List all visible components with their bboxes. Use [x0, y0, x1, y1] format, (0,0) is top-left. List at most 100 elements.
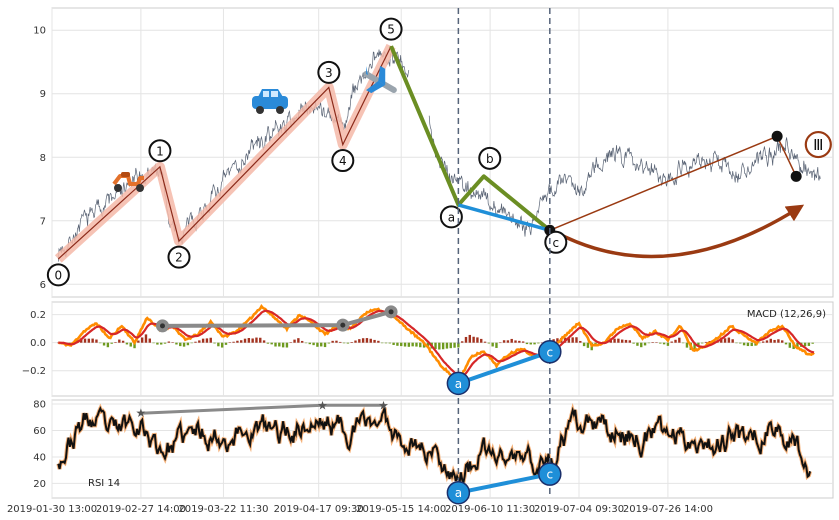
airplane-tail — [366, 65, 368, 75]
macd-histogram-bar — [754, 342, 757, 346]
macd-histogram-bar — [255, 337, 258, 343]
price-y-tick-label: 9 — [40, 89, 46, 100]
scooter-seat — [121, 172, 130, 177]
macd-histogram-bar — [510, 338, 513, 343]
macd-histogram-bar — [83, 338, 87, 343]
macd-histogram-bar — [95, 339, 98, 343]
macd-histogram-bar — [434, 342, 437, 349]
macd-histogram-bar — [152, 342, 155, 344]
macd-histogram-bar — [803, 342, 807, 347]
macd-histogram-bar — [628, 340, 632, 343]
rsi-a-c-line — [457, 472, 551, 495]
macd-histogram-bar — [697, 342, 700, 346]
impulse-wave-label-1-text: 1 — [156, 144, 164, 158]
macd-histogram-bar — [350, 342, 353, 343]
macd-histogram-bar — [369, 338, 372, 343]
macd-histogram-bar — [678, 337, 681, 343]
correction-wave-label-c-text: c — [553, 236, 560, 250]
macd-histogram-bar — [720, 338, 723, 343]
macd-histogram-bar — [457, 342, 460, 348]
macd-histogram-bar — [400, 342, 403, 347]
rsi-divergence-star: ★ — [317, 398, 328, 412]
macd-histogram-bar — [731, 339, 734, 343]
macd-histogram-bar — [339, 341, 342, 343]
macd-histogram-bar — [270, 342, 273, 345]
impulse-wave-label-3-text: 3 — [325, 66, 333, 80]
macd-histogram-bar — [750, 342, 753, 347]
macd-histogram-bar — [624, 339, 628, 343]
macd-histogram-bar — [529, 342, 532, 345]
impulse-wave-label-2-circle — [167, 245, 191, 269]
macd-histogram-bar — [243, 338, 247, 343]
scooter-wheel — [114, 184, 122, 192]
macd-histogram-bar — [781, 340, 784, 343]
impulse-wave-label-4-circle — [331, 149, 355, 173]
macd-histogram-bar — [361, 338, 365, 343]
macd-histogram-bar — [217, 342, 220, 347]
x-tick-label: 2019-06-10 11:30 — [445, 504, 535, 515]
rsi-y-tick-label: 20 — [33, 479, 46, 490]
x-tick-label: 2019-05-15 14:00 — [356, 504, 446, 515]
macd-histogram-bar — [441, 342, 445, 350]
macd-histogram-bar — [769, 338, 772, 343]
rsi-divergence-star: ★ — [378, 398, 389, 412]
macd-histogram-bar — [617, 338, 620, 343]
macd-histogram-bar — [495, 342, 498, 348]
x-tick-label: 2019-02-27 14:00 — [96, 504, 186, 515]
rsi-divergence-star: ★ — [136, 406, 147, 420]
macd-histogram-bar — [742, 342, 746, 346]
macd-panel-title: MACD (12,26,9) — [747, 309, 826, 320]
macd-histogram-bar — [331, 340, 334, 343]
macd-y-tick-label: 0.0 — [30, 338, 46, 349]
macd-histogram-bar — [354, 340, 357, 343]
correction-wave-label-a-circle — [439, 205, 463, 229]
macd-histogram-bar — [613, 338, 616, 343]
macd-histogram-bar — [278, 342, 281, 347]
car-window — [271, 91, 278, 97]
macd-histogram-bar — [160, 342, 163, 345]
macd-histogram-bar — [567, 338, 571, 343]
macd-histogram-bar — [533, 342, 536, 345]
macd-histogram-bar — [129, 342, 132, 347]
correction-a-c-line — [457, 203, 551, 232]
macd-histogram-bar — [240, 340, 243, 343]
macd-wave-marker-c — [538, 340, 562, 364]
price-y-tick-label: 8 — [40, 153, 46, 164]
rsi-y-tick-label: 60 — [33, 426, 46, 437]
impulse-wave-label-5-circle — [379, 17, 403, 41]
macd-histogram-bar — [156, 342, 159, 345]
macd-histogram-bar — [289, 342, 292, 343]
macd-histogram-bar — [491, 342, 494, 347]
macd-divergence-marker-dot — [159, 323, 165, 329]
macd-histogram-bar — [201, 338, 205, 343]
macd-histogram-bar — [182, 342, 186, 347]
macd-histogram-bar — [87, 338, 91, 343]
macd-histogram-bar — [365, 338, 369, 343]
macd-histogram-bar — [480, 338, 483, 343]
macd-wave-label-c: c — [547, 345, 554, 359]
price-series-line — [57, 48, 821, 262]
macd-histogram-bar — [300, 340, 304, 343]
macd-histogram-bar — [396, 342, 399, 346]
macd-histogram-bar — [308, 342, 311, 345]
macd-histogram-bar — [739, 342, 742, 344]
macd-histogram-bar — [247, 338, 251, 343]
impulse-wave-line — [57, 45, 392, 260]
macd-histogram-bar — [681, 342, 685, 344]
macd-signal-line — [58, 309, 815, 378]
macd-histogram-bar — [765, 340, 769, 343]
macd-histogram-bar — [659, 342, 662, 344]
macd-histogram-bar — [586, 342, 590, 348]
macd-histogram-bar — [304, 342, 308, 344]
macd-histogram-bar — [704, 341, 708, 343]
macd-histogram-bar — [342, 342, 346, 344]
macd-histogram-bar — [224, 342, 228, 345]
macd-histogram-bar — [190, 342, 193, 344]
macd-histogram-bar — [384, 342, 388, 344]
macd-histogram-bar — [316, 342, 319, 347]
macd-divergence-marker-dot — [340, 322, 346, 328]
macd-histogram-bar — [571, 337, 574, 343]
macd-histogram-bar — [388, 342, 391, 344]
macd-histogram-bar — [297, 338, 300, 343]
macd-histogram-bar — [693, 342, 696, 350]
